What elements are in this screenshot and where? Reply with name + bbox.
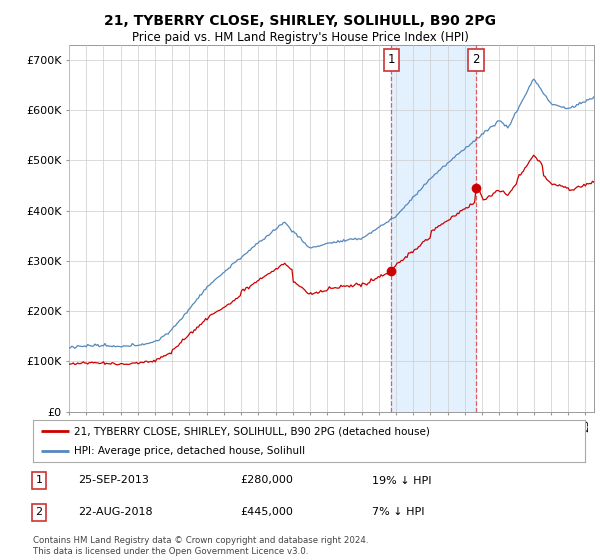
Text: 21, TYBERRY CLOSE, SHIRLEY, SOLIHULL, B90 2PG (detached house): 21, TYBERRY CLOSE, SHIRLEY, SOLIHULL, B9… — [74, 426, 430, 436]
Text: 7% ↓ HPI: 7% ↓ HPI — [372, 507, 425, 517]
Text: 1: 1 — [35, 475, 43, 486]
Text: £445,000: £445,000 — [240, 507, 293, 517]
Text: 2: 2 — [472, 53, 479, 67]
Text: Contains HM Land Registry data © Crown copyright and database right 2024.
This d: Contains HM Land Registry data © Crown c… — [33, 536, 368, 556]
Text: 21, TYBERRY CLOSE, SHIRLEY, SOLIHULL, B90 2PG: 21, TYBERRY CLOSE, SHIRLEY, SOLIHULL, B9… — [104, 14, 496, 28]
Bar — [391, 45, 476, 412]
Text: 25-SEP-2013: 25-SEP-2013 — [78, 475, 149, 486]
Text: Price paid vs. HM Land Registry's House Price Index (HPI): Price paid vs. HM Land Registry's House … — [131, 31, 469, 44]
Text: 2: 2 — [35, 507, 43, 517]
Text: HPI: Average price, detached house, Solihull: HPI: Average price, detached house, Soli… — [74, 446, 305, 456]
Text: 22-AUG-2018: 22-AUG-2018 — [78, 507, 152, 517]
Text: 19% ↓ HPI: 19% ↓ HPI — [372, 475, 431, 486]
Text: £280,000: £280,000 — [240, 475, 293, 486]
Text: 1: 1 — [388, 53, 395, 67]
